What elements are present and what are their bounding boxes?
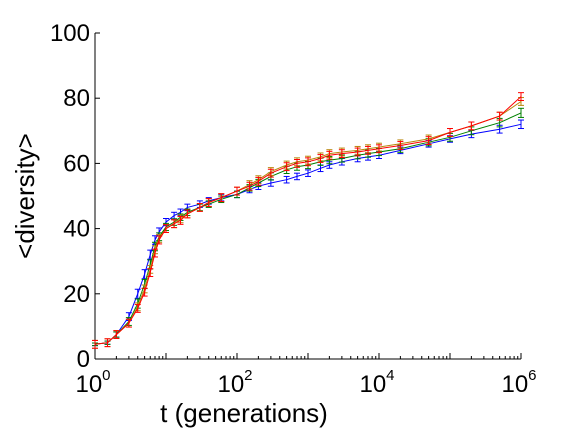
series-layer [92, 92, 524, 349]
error-bar [104, 338, 111, 348]
error-bar [267, 168, 274, 178]
error-bar [255, 176, 262, 186]
error-bar [234, 186, 240, 196]
error-bar [305, 157, 311, 167]
error-bar [317, 154, 324, 163]
axes [94, 32, 522, 360]
series-4 [92, 92, 524, 349]
error-bar [294, 172, 301, 181]
error-bar [294, 158, 301, 168]
error-bar [125, 318, 132, 328]
error-bar [141, 269, 148, 280]
x-tick-label: 106 [501, 367, 536, 398]
error-bar [305, 169, 311, 177]
error-bar [147, 268, 154, 278]
error-bar [468, 121, 475, 131]
error-bar [113, 330, 120, 339]
error-bar [496, 111, 503, 121]
error-bar [196, 202, 203, 212]
error-bar [365, 145, 372, 155]
y-tick-label: 0 [77, 346, 90, 373]
error-bar [317, 164, 324, 173]
series-2 [92, 107, 524, 347]
y-tick-label: 20 [63, 281, 90, 308]
y-tick-label: 60 [63, 150, 90, 177]
tick-labels: 0 20 40 60 80 100 100 102 104 106 [50, 20, 537, 398]
error-bar [134, 304, 141, 313]
y-tick-label: 40 [63, 216, 90, 243]
error-bar [326, 150, 333, 160]
error-bar [518, 119, 524, 130]
x-tick-label: 100 [75, 367, 110, 398]
error-bar [338, 149, 345, 159]
error-bar [171, 219, 178, 229]
error-bar [184, 209, 191, 219]
error-bar [354, 147, 361, 157]
series-3 [92, 97, 524, 349]
error-bar [283, 175, 290, 184]
error-bar [152, 248, 159, 258]
error-bar [141, 287, 148, 297]
series-line [94, 96, 522, 345]
error-bar [518, 92, 524, 101]
error-bar [397, 141, 404, 150]
x-axis-label: t (generations) [160, 398, 328, 428]
error-bar [218, 193, 225, 203]
y-tick-label: 100 [50, 20, 90, 47]
error-bar [425, 136, 432, 145]
error-bar [376, 144, 382, 154]
x-tick-label: 104 [359, 367, 394, 398]
y-axis-label: <diversity> [10, 133, 40, 259]
error-bar [156, 235, 163, 245]
series-line [94, 101, 522, 345]
error-bar [447, 128, 453, 137]
error-bar [205, 198, 212, 207]
error-bar [92, 339, 98, 349]
error-bar [283, 162, 290, 172]
error-bar [518, 107, 524, 118]
error-bar [163, 224, 169, 234]
error-bar [177, 216, 184, 225]
x-tick-label: 102 [217, 367, 252, 398]
y-tick-label: 80 [63, 85, 90, 112]
error-bar [246, 181, 253, 191]
